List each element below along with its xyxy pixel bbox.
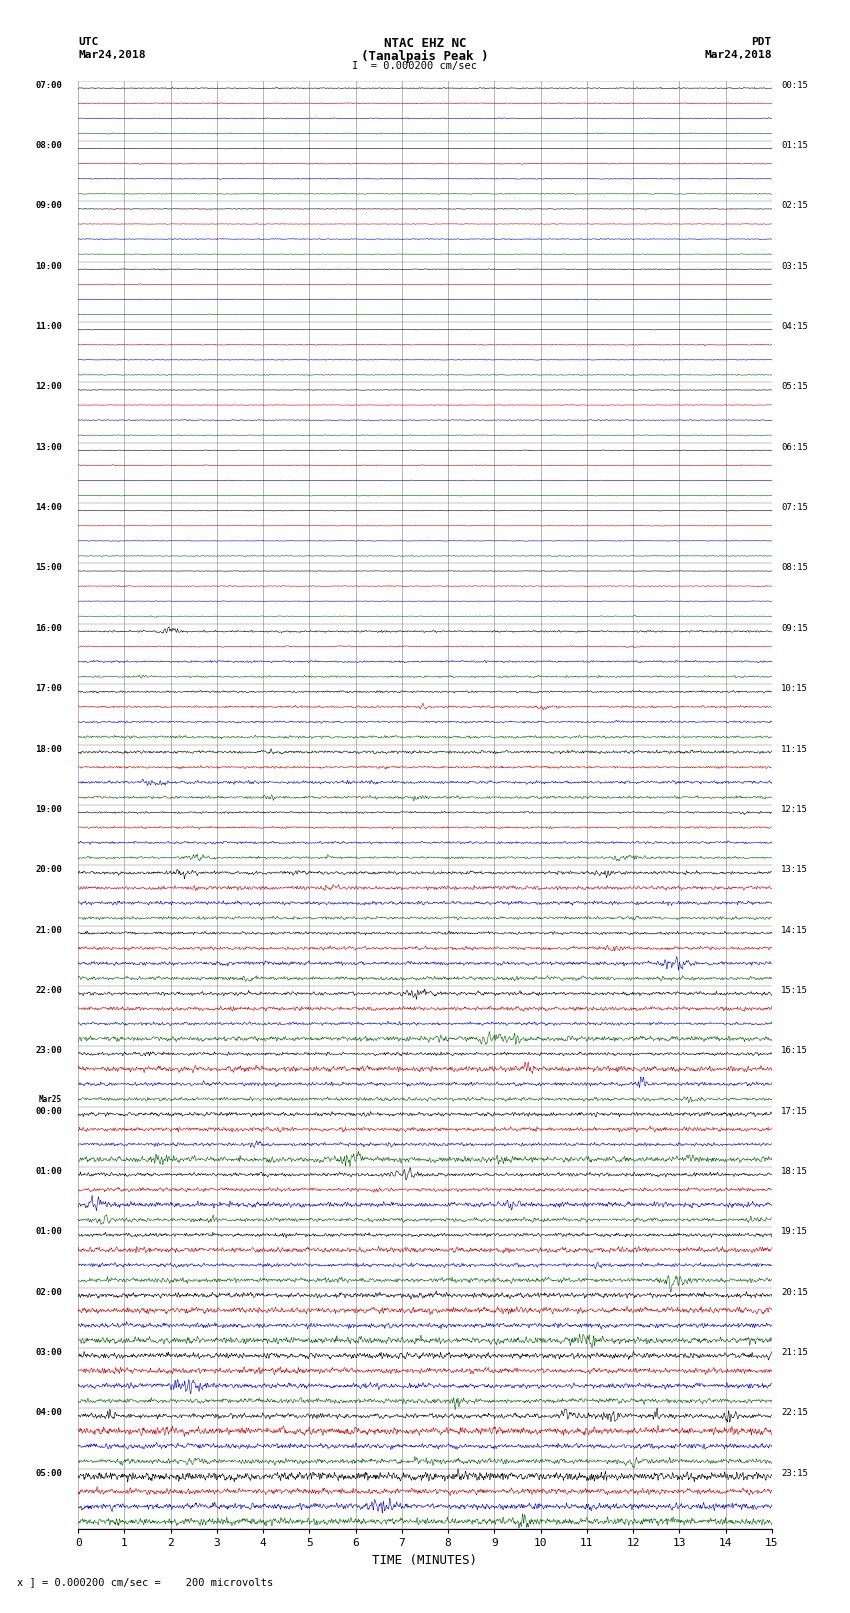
Text: PDT: PDT	[751, 37, 772, 47]
Text: 20:15: 20:15	[781, 1287, 807, 1297]
Text: 19:00: 19:00	[35, 805, 62, 815]
Text: 03:15: 03:15	[781, 261, 807, 271]
Text: 22:00: 22:00	[35, 986, 62, 995]
Text: 15:00: 15:00	[35, 563, 62, 573]
Text: 04:15: 04:15	[781, 323, 807, 331]
Text: 12:00: 12:00	[35, 382, 62, 392]
Text: x ] = 0.000200 cm/sec =    200 microvolts: x ] = 0.000200 cm/sec = 200 microvolts	[17, 1578, 273, 1587]
Text: 04:00: 04:00	[35, 1408, 62, 1418]
Text: 11:15: 11:15	[781, 745, 807, 753]
Text: 18:00: 18:00	[35, 745, 62, 753]
Text: 13:15: 13:15	[781, 865, 807, 874]
Text: 01:00: 01:00	[35, 1227, 62, 1236]
Text: 20:00: 20:00	[35, 865, 62, 874]
Text: 02:00: 02:00	[35, 1287, 62, 1297]
Text: 14:00: 14:00	[35, 503, 62, 511]
Text: 16:00: 16:00	[35, 624, 62, 632]
Text: Mar24,2018: Mar24,2018	[78, 50, 145, 60]
Text: 07:00: 07:00	[35, 81, 62, 90]
Text: 00:15: 00:15	[781, 81, 807, 90]
Text: 12:15: 12:15	[781, 805, 807, 815]
Text: 23:00: 23:00	[35, 1047, 62, 1055]
Text: 08:15: 08:15	[781, 563, 807, 573]
X-axis label: TIME (MINUTES): TIME (MINUTES)	[372, 1553, 478, 1566]
Text: 14:15: 14:15	[781, 926, 807, 934]
Text: 23:15: 23:15	[781, 1469, 807, 1478]
Text: (Tanalpais Peak ): (Tanalpais Peak )	[361, 50, 489, 63]
Text: 01:00: 01:00	[35, 1168, 62, 1176]
Text: I  = 0.000200 cm/sec: I = 0.000200 cm/sec	[352, 61, 478, 71]
Text: 21:15: 21:15	[781, 1348, 807, 1357]
Text: 02:15: 02:15	[781, 202, 807, 210]
Text: 05:15: 05:15	[781, 382, 807, 392]
Text: 22:15: 22:15	[781, 1408, 807, 1418]
Text: 08:00: 08:00	[35, 140, 62, 150]
Text: Mar24,2018: Mar24,2018	[705, 50, 772, 60]
Text: 00:00: 00:00	[35, 1107, 62, 1116]
Text: UTC: UTC	[78, 37, 99, 47]
Text: 16:15: 16:15	[781, 1047, 807, 1055]
Text: NTAC EHZ NC: NTAC EHZ NC	[383, 37, 467, 50]
Text: Mar25: Mar25	[39, 1095, 62, 1105]
Text: 07:15: 07:15	[781, 503, 807, 511]
Text: 05:00: 05:00	[35, 1469, 62, 1478]
Text: 18:15: 18:15	[781, 1168, 807, 1176]
Text: 13:00: 13:00	[35, 444, 62, 452]
Text: 10:15: 10:15	[781, 684, 807, 694]
Text: 17:15: 17:15	[781, 1107, 807, 1116]
Text: 21:00: 21:00	[35, 926, 62, 934]
Text: 10:00: 10:00	[35, 261, 62, 271]
Text: 11:00: 11:00	[35, 323, 62, 331]
Text: 09:00: 09:00	[35, 202, 62, 210]
Text: 09:15: 09:15	[781, 624, 807, 632]
Text: 15:15: 15:15	[781, 986, 807, 995]
Text: 01:15: 01:15	[781, 140, 807, 150]
Text: 19:15: 19:15	[781, 1227, 807, 1236]
Text: 03:00: 03:00	[35, 1348, 62, 1357]
Text: 17:00: 17:00	[35, 684, 62, 694]
Text: 06:15: 06:15	[781, 444, 807, 452]
